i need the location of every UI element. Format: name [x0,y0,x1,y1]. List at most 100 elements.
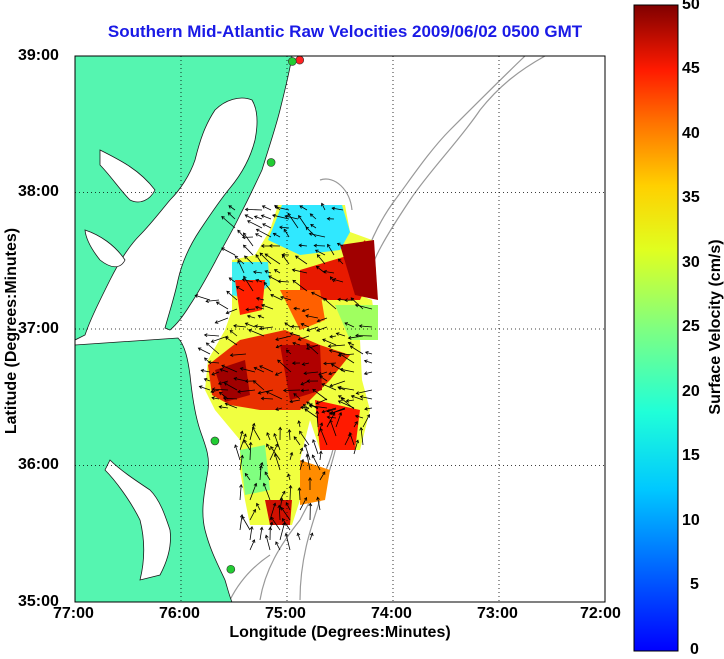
velocity-arrow-head [318,372,322,376]
velocity-arrow [258,389,274,394]
velocity-arrow [275,335,292,341]
velocity-arrow-head [299,205,303,209]
velocity-arrow-head [283,228,287,233]
velocity-arrow [328,344,346,347]
velocity-arrow-head [241,235,246,240]
velocity-arrow-head [358,324,363,328]
velocity-arrow [270,516,281,531]
velocity-arrow [329,380,346,387]
velocity-arrow [338,353,355,356]
velocity-arrow-head [297,420,301,424]
velocity-arrow-head [347,341,352,346]
velocity-arrow-head [314,249,319,254]
velocity-arrow-head [205,342,210,346]
colorbar-tick: 0 [690,641,699,658]
velocity-arrow-head [326,415,331,420]
velocity-arrow [278,280,290,283]
velocity-arrow-head [268,243,273,248]
velocity-arrow [223,397,238,400]
velocity-arrow-head [344,322,349,326]
velocity-arrow [254,367,265,373]
velocity-arrow-head [289,399,293,404]
velocity-arrow-head [309,213,314,217]
velocity-arrow [274,269,281,274]
velocity-arrow [364,360,373,364]
velocity-arrow-head [284,214,289,219]
velocity-arrow-head [350,394,355,399]
velocity-arrow-head [298,243,302,248]
velocity-arrow-head [275,407,279,411]
velocity-arrow-head [242,244,247,249]
velocity-arrow-head [329,334,333,339]
velocity-arrow [285,502,291,511]
velocity-arrow [270,294,283,301]
velocity-arrow [236,286,245,292]
velocity-arrow-head [285,501,290,506]
velocity-arrow-head [293,393,297,397]
velocity-arrow-head [252,508,257,513]
velocity-arrow [253,380,265,391]
velocity-arrow-head [354,421,358,425]
velocity-arrow [262,205,272,211]
velocity-arrow-head [272,213,276,218]
y-tick-label: 35:00 [18,593,59,610]
velocity-arrow [263,282,272,292]
velocity-arrow-head [243,433,247,438]
velocity-arrow-head [282,490,286,495]
velocity-arrow [355,415,364,419]
velocity-arrow-head [359,426,364,431]
velocity-arrow-head [329,383,334,388]
velocity-arrow-head [244,472,249,477]
velocity-arrow [299,431,310,446]
velocity-arrow [312,439,319,455]
velocity-arrow-head [270,516,274,521]
velocity-arrow-head [319,375,323,379]
velocity-arrow-head [261,205,266,209]
velocity-arrow-head [273,453,278,457]
velocity-arrow [327,408,337,412]
velocity-arrow [219,391,229,400]
velocity-arrow-head [210,389,215,394]
velocity-arrow [272,214,290,220]
velocity-arrow-head [275,344,280,349]
velocity-arrow-head [279,225,283,230]
velocity-arrow-head [355,439,360,444]
velocity-arrow-head [203,377,208,382]
velocity-arrow [274,453,281,471]
velocity-arrow-head [252,426,256,431]
velocity-arrow [219,406,229,409]
velocity-arrow-head [301,308,306,313]
land [75,56,293,602]
velocity-arrow-head [243,232,247,237]
velocity-arrow-head [355,391,360,395]
velocity-arrow [280,507,291,521]
velocity-arrow [365,351,373,355]
velocity-arrow-head [310,223,314,228]
velocity-arrow-head [335,332,340,336]
velocity-arrow [239,433,247,451]
station-marker [226,564,236,574]
velocity-arrow [243,439,251,451]
velocity-arrow [310,213,317,220]
station-marker [295,56,305,65]
velocity-arrow [199,386,211,391]
velocity-arrow-head [280,506,285,511]
velocity-arrow [266,391,283,400]
velocity-arrow [348,342,355,346]
velocity-arrow-head [210,339,215,343]
velocity-arrow-head [234,255,239,259]
velocity-arrow-head [204,357,208,362]
velocity-arrow [298,487,301,501]
velocity-arrow [344,322,355,328]
velocity-arrow [341,397,355,410]
velocity-arrow [229,277,236,283]
velocity-arrow-head [224,402,229,407]
velocity-arrow [258,315,265,319]
velocity-arrow-head [244,207,249,212]
velocity-arrow [330,276,335,283]
velocity-arrow-head [289,332,294,336]
velocity-arrow-head [266,443,270,448]
velocity-arrow-head [268,526,273,531]
velocity-arrow-head [244,214,249,218]
velocity-arrow-head [315,400,320,405]
